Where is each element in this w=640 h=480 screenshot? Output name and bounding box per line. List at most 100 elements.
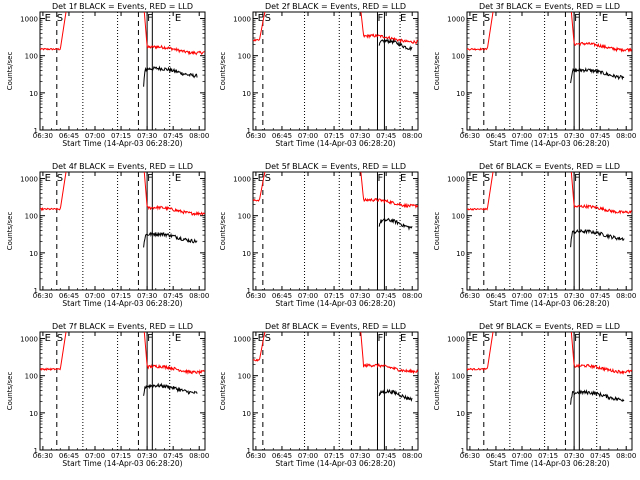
events-series-line [570,67,625,84]
y-tick-label: 1 [247,447,251,455]
y-tick-label: 10 [29,90,38,98]
x-tick-label: 06:45 [59,292,79,300]
x-axis-label: Start Time (14-Apr-03 06:28:20) [62,139,182,148]
x-axis-label: Start Time (14-Apr-03 06:28:20) [62,299,182,308]
plot-frame [466,11,633,131]
x-tick-label: 07:45 [376,452,396,460]
x-axis-label: Start Time (14-Apr-03 06:28:20) [275,139,395,148]
x-tick-label: 07:00 [85,452,105,460]
plot-frame [466,171,633,291]
chart-panel-7: Det 7f BLACK = Events, RED = LLD 1 10 100 10… [6,322,209,468]
lld-series-line [253,332,418,375]
plot-frame [252,11,419,131]
interval-marker: E [175,173,181,184]
y-tick-label: 1 [247,287,251,295]
x-tick-label: 07:00 [298,132,318,140]
panel-title: Det 5f BLACK = Events, RED = LLD [265,162,406,171]
lld-series-line [40,332,205,376]
y-tick-label: 1 [34,127,38,135]
interval-marker: F [377,333,383,344]
x-tick-label: 06:45 [272,452,292,460]
x-tick-label: 06:30 [246,292,266,300]
x-tick-label: 07:15 [324,292,344,300]
x-axis-label: Start Time (14-Apr-03 06:28:20) [62,459,182,468]
x-tick-label: 07:00 [298,452,318,460]
x-tick-label: 08:00 [616,132,636,140]
x-tick-label: 08:00 [189,292,209,300]
interval-marker: S [484,333,490,344]
interval-marker: E [258,13,264,24]
y-axis-label: Counts/sec [433,52,441,91]
interval-marker: S [57,173,63,184]
interval-marker: F [147,333,153,344]
y-tick-label: 1000 [447,336,465,344]
x-axis-label: Start Time (14-Apr-03 06:28:20) [489,299,609,308]
x-tick-label: 07:15 [324,452,344,460]
x-tick-label: 06:45 [272,292,292,300]
panel-title: Det 7f BLACK = Events, RED = LLD [52,322,193,331]
chart-panel-9: Det 9f BLACK = Events, RED = LLD 1 10 100 10… [433,322,636,468]
x-tick-label: 07:15 [324,132,344,140]
x-axis-label: Start Time (14-Apr-03 06:28:20) [275,299,395,308]
events-series-line [378,217,413,231]
y-tick-label: 100 [452,373,465,381]
x-tick-label: 07:45 [376,132,396,140]
y-tick-label: 10 [456,410,465,418]
x-tick-label: 08:00 [616,292,636,300]
y-tick-label: 100 [452,213,465,221]
x-tick-label: 07:45 [590,132,610,140]
x-tick-label: 08:00 [189,132,209,140]
chart-panel-6: Det 6f BLACK = Events, RED = LLD 1 10 100 10… [433,162,636,308]
interval-marker: S [484,13,490,24]
x-tick-label: 07:00 [512,292,532,300]
interval-marker: E [472,333,478,344]
y-tick-label: 10 [242,90,251,98]
interval-marker: E [45,333,51,344]
x-axis-label: Start Time (14-Apr-03 06:28:20) [275,459,395,468]
chart-panel-4: Det 4f BLACK = Events, RED = LLD 1 10 100 10… [6,162,209,308]
y-tick-label: 10 [29,410,38,418]
x-tick-label: 06:45 [486,452,506,460]
interval-marker: F [574,173,580,184]
y-axis-label: Counts/sec [6,212,14,251]
panel-title: Det 3f BLACK = Events, RED = LLD [479,2,620,11]
x-tick-label: 07:30 [564,132,584,140]
x-tick-label: 07:00 [85,292,105,300]
interval-marker: S [265,13,271,24]
y-tick-label: 100 [238,373,251,381]
events-series-line [570,389,625,405]
y-tick-label: 1000 [447,16,465,24]
interval-marker: S [57,333,63,344]
events-series-line [143,231,198,248]
x-tick-label: 08:00 [402,132,422,140]
x-tick-label: 07:15 [111,132,131,140]
x-tick-label: 07:00 [85,132,105,140]
x-tick-label: 06:30 [460,292,480,300]
y-tick-label: 100 [238,53,251,61]
y-tick-label: 10 [242,410,251,418]
x-axis-label: Start Time (14-Apr-03 06:28:20) [489,459,609,468]
x-tick-label: 07:00 [512,452,532,460]
plot-frame [466,331,633,451]
x-tick-label: 07:45 [163,292,183,300]
x-tick-label: 07:30 [564,452,584,460]
interval-marker: S [265,173,271,184]
x-tick-label: 07:15 [111,292,131,300]
lld-series-line [467,12,632,53]
y-axis-label: Counts/sec [6,372,14,411]
x-tick-label: 07:45 [590,452,610,460]
plot-frame [39,331,206,451]
panel-title: Det 1f BLACK = Events, RED = LLD [52,2,193,11]
y-tick-label: 1000 [447,176,465,184]
interval-marker: E [45,173,51,184]
y-tick-label: 1000 [20,16,38,24]
lld-series-line [40,172,205,217]
y-tick-label: 1 [34,447,38,455]
x-tick-label: 07:30 [137,292,157,300]
y-tick-label: 1000 [20,176,38,184]
x-tick-label: 07:00 [298,292,318,300]
y-tick-label: 10 [456,90,465,98]
interval-marker: S [265,333,271,344]
events-series-line [378,388,413,402]
